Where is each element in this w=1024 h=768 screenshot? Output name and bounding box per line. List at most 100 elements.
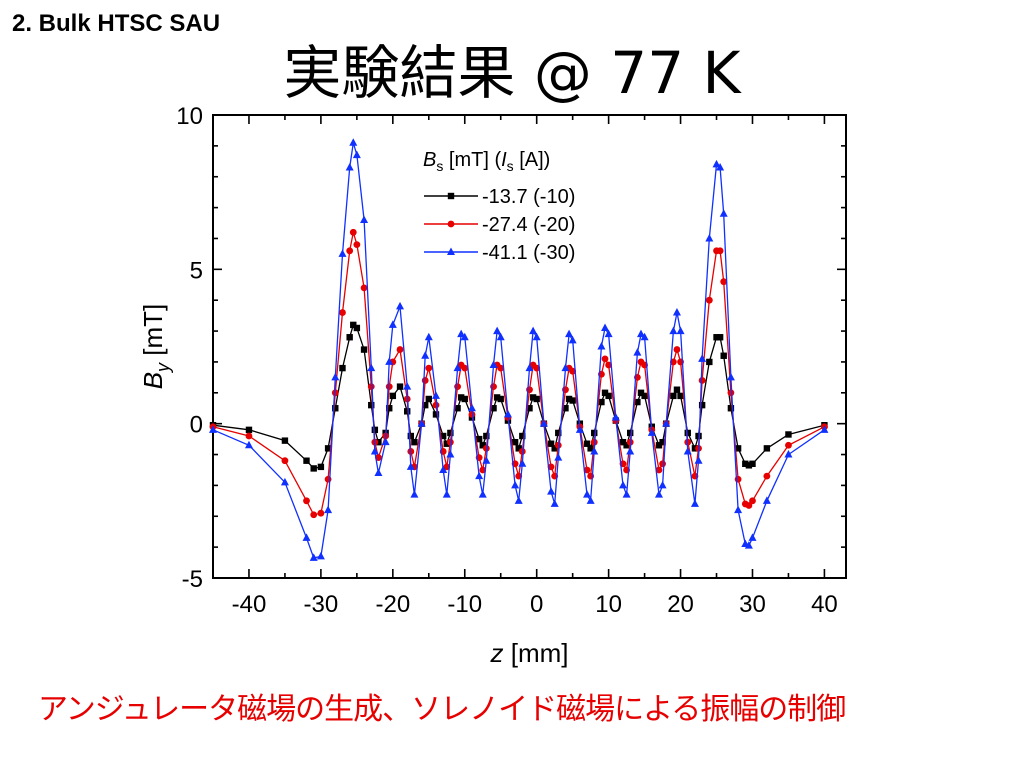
series-3-point [431,391,440,399]
series-1-point [720,352,727,359]
series-1-point [691,445,699,452]
series-1-point [742,460,749,467]
series-3-point [719,209,728,217]
series-3-point [619,480,628,489]
series-3-point [734,505,743,514]
series-1-point [432,411,440,418]
series-3-point [716,162,725,171]
series-1-point [350,321,357,329]
series-1-point [623,442,630,449]
x-tick-label: -30 [304,591,339,618]
x-tick-label: 30 [739,591,766,618]
series-1-point [547,440,555,447]
series-1-point [447,429,454,437]
series-3-point [446,450,455,458]
series-3-point [672,308,681,316]
series-1-point [479,442,486,449]
series-1-point [497,395,504,403]
series-3-point [338,249,347,257]
legend-title: Bs [mT] (Is [A]) [423,149,550,174]
x-tick-label: 0 [530,591,543,618]
series-3-point [611,412,620,421]
series-3-point [762,496,771,504]
series-1-point [317,463,325,471]
series-1-point [339,364,346,372]
y-tick-label: 0 [190,412,203,439]
x-tick-label: 40 [811,591,838,618]
x-axis-label: z [mm] [490,638,569,668]
series-3-point [748,533,757,541]
series-3-point [478,490,487,498]
series-1-point [637,389,645,396]
series-2-point [749,497,756,505]
series-1-point [353,324,361,332]
series-1-point [389,392,397,400]
series-3-point [244,440,253,449]
series-3-point [676,326,685,335]
series-2-point [346,247,354,255]
series-1-point [519,432,526,440]
series-3-point [385,357,394,365]
series-3-point [309,553,318,561]
series-1-point [439,432,447,440]
series-3-point [370,446,379,455]
series-1-point [562,405,569,412]
series-1-point [598,398,605,406]
section-label: 2. Bulk HTSC SAU [12,10,221,37]
series-1-point [785,431,792,438]
series-3-point [705,233,714,242]
series-1-point [346,334,353,341]
series-2-point [673,346,681,353]
series-2-point [479,466,487,474]
series-3-point [331,372,340,381]
series-3-point [726,372,735,381]
series-3-point [482,456,491,464]
series-1-point [493,394,501,401]
series-line-2 [212,232,825,516]
series-3-point [583,490,592,498]
series-3-point [683,446,692,455]
series-2-point [763,472,771,480]
series-1-point [425,395,432,403]
series-1-point [533,395,540,403]
series-3-point [525,363,534,372]
series-3-point [381,437,390,446]
series-2-point [583,466,591,474]
series-1-point [601,389,609,396]
series-1-point [706,358,713,366]
series-2-point [785,441,792,449]
series-2-point [727,389,735,397]
series-2-point [360,284,368,292]
series-2-point [497,364,505,372]
legend-swatch-marker [447,220,455,228]
series-2-point [716,247,724,255]
series-3-point [784,450,793,458]
series-3-point [647,428,656,436]
series-3-point [554,453,563,461]
y-tick-label: 5 [190,257,203,284]
series-3-point [568,335,577,344]
series-3-point [374,468,383,477]
series-3-point [453,363,462,372]
series-3-point [658,480,667,489]
series-2-point [745,502,753,509]
series-3-point [820,425,829,433]
series-2-point [303,497,310,505]
series-3-point [316,551,325,560]
series-3-point [489,360,498,369]
series-2-point [353,241,361,249]
series-2-point [443,463,451,471]
series-2-point [331,389,339,397]
series-3-point [550,499,559,507]
plot-frame [212,114,847,579]
series-3-point [529,326,538,335]
x-tick-label: 10 [595,591,622,618]
series-1-point [411,438,418,446]
series-1-point [734,445,742,452]
series-1-point [332,405,339,412]
series-1-point [310,465,317,472]
series-2-point [547,463,555,471]
x-tick-label: -10 [447,591,482,618]
series-2-point [367,383,375,391]
